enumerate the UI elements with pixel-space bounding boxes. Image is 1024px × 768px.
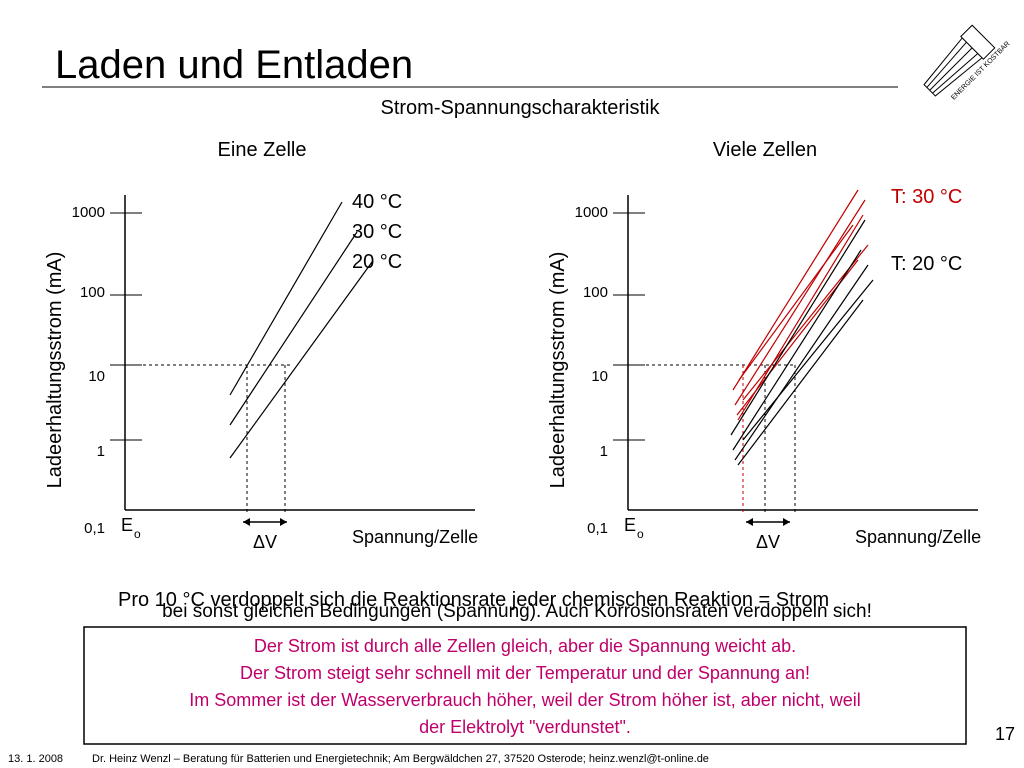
curve [229, 261, 373, 459]
x-axis-label: Spannung/Zelle [855, 527, 981, 547]
curve-label: 30 °C [352, 221, 402, 243]
origin-subscript: o [637, 527, 644, 541]
footer-date: 13. 1. 2008 [8, 753, 63, 765]
origin-label: E [624, 515, 636, 535]
y-tick-label: 0,1 [84, 520, 105, 537]
y-tick-label: 1 [97, 443, 105, 460]
y-axis-label: Ladeerhaltungsstrom (mA) [44, 252, 66, 489]
y-tick-label: 10 [88, 368, 105, 385]
note-line: Im Sommer ist der Wasserverbrauch höher,… [189, 690, 861, 710]
origin-subscript: o [134, 527, 141, 541]
curve [732, 189, 859, 391]
delta-v: ΔV [253, 532, 277, 552]
curve [737, 299, 864, 466]
body-line: bei sonst gleichen Bedingungen (Spannung… [162, 601, 872, 622]
curve [229, 201, 343, 396]
logo: ENERGIE IST KOSTBAR [923, 24, 1011, 102]
curve [732, 249, 862, 451]
curve-label: T: 30 °C [891, 186, 962, 208]
panel-heading: Viele Zellen [713, 139, 817, 161]
page-number: 17 [995, 724, 1015, 744]
note-box [83, 626, 967, 745]
body-line: Pro 10 °C verdoppelt sich die Reaktionsr… [118, 589, 829, 611]
title: Laden und Entladen [55, 43, 413, 87]
panel-heading: Eine Zelle [218, 139, 307, 161]
curve-label: 40 °C [352, 191, 402, 213]
y-tick-label: 0,1 [587, 520, 608, 537]
origin-label: E [121, 515, 133, 535]
y-axis-label: Ladeerhaltungsstrom (mA) [547, 252, 569, 489]
y-tick-label: 100 [80, 284, 105, 301]
delta-v: ΔV [756, 532, 780, 552]
curve [730, 219, 866, 436]
y-tick-label: 10 [591, 368, 608, 385]
curve [734, 199, 866, 406]
note-line: Der Strom ist durch alle Zellen gleich, … [254, 636, 796, 656]
y-tick-label: 1000 [72, 204, 105, 221]
y-tick-label: 100 [583, 284, 608, 301]
x-axis-label: Spannung/Zelle [352, 527, 478, 547]
curve [742, 279, 874, 441]
y-tick-label: 1 [600, 443, 608, 460]
curve-label: T: 20 °C [891, 253, 962, 275]
curve [737, 214, 864, 421]
curve-label: 20 °C [352, 251, 402, 273]
note-line: Der Strom steigt sehr schnell mit der Te… [240, 663, 810, 683]
curve [738, 224, 854, 381]
curve [229, 231, 358, 426]
curve [734, 264, 869, 461]
subtitle: Strom-Spannungscharakteristik [380, 97, 660, 119]
y-tick-label: 1000 [575, 204, 608, 221]
note-line: der Elektrolyt "verdunstet". [419, 717, 631, 737]
footer-text: Dr. Heinz Wenzl – Beratung für Batterien… [92, 753, 709, 765]
